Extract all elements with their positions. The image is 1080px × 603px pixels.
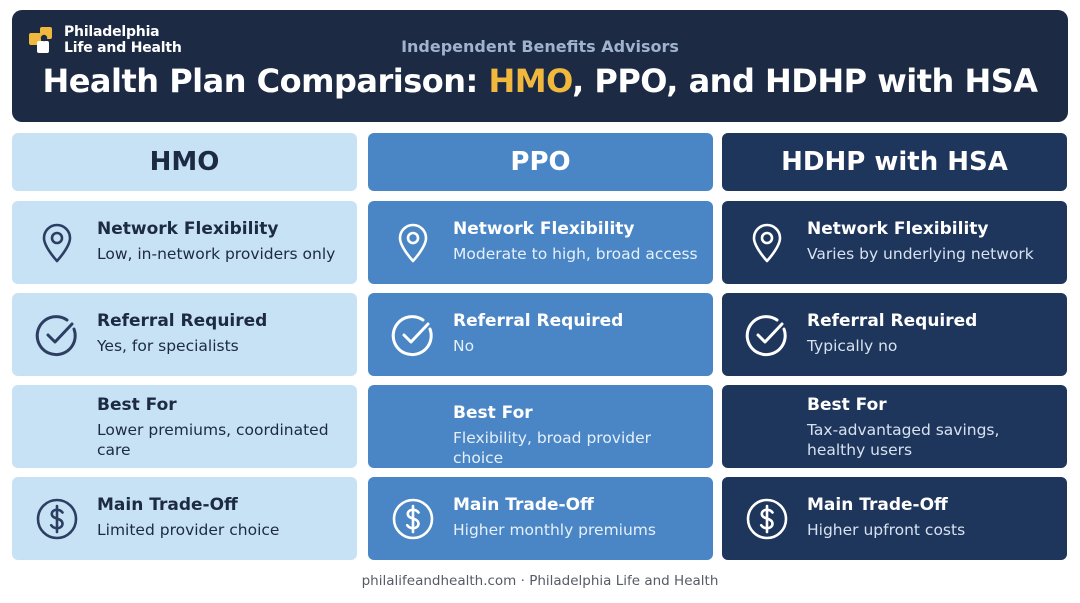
card-title: Network Flexibility xyxy=(453,219,635,239)
card-text: Low, in-network providers only xyxy=(97,245,336,263)
hmo-network-card: Network Flexibility Low, in-network prov… xyxy=(12,201,357,284)
hdhp-tradeoff-card: Main Trade-Off Higher upfront costs xyxy=(722,477,1067,560)
logo-line-2: Life and Health xyxy=(64,40,182,56)
logo-icon xyxy=(29,27,52,53)
check-circle-icon xyxy=(34,312,80,358)
column-header-hmo: HMO xyxy=(12,133,357,191)
ppo-referral-card: Referral Required No xyxy=(368,293,713,376)
card-text: Higher upfront costs xyxy=(807,521,966,539)
ppo-best-for-card: Best For Flexibility, broad provider cho… xyxy=(368,385,713,468)
hdhp-referral-card: Referral Required Typically no xyxy=(722,293,1067,376)
check-circle-icon xyxy=(744,312,790,358)
page-title: Health Plan Comparison: HMO, PPO, and HD… xyxy=(12,62,1068,100)
title-suffix: , PPO, and HDHP with HSA xyxy=(572,62,1038,100)
hdhp-network-card: Network Flexibility Varies by underlying… xyxy=(722,201,1067,284)
brand-logo[interactable]: Philadelphia Life and Health xyxy=(26,24,182,56)
logo-text: Philadelphia Life and Health xyxy=(64,24,182,56)
hmo-best-for-card: Best For Lower premiums, coordinated car… xyxy=(12,385,357,468)
card-text: Higher monthly premiums xyxy=(453,521,656,539)
card-text: Typically no xyxy=(807,337,898,355)
hmo-referral-card: Referral Required Yes, for specialists xyxy=(12,293,357,376)
footer-credit[interactable]: philalifeandhealth.com · Philadelphia Li… xyxy=(361,573,719,589)
title-prefix: Health Plan Comparison: xyxy=(42,62,489,100)
card-title: Referral Required xyxy=(97,311,268,331)
column-header-hdhp: HDHP with HSA xyxy=(722,133,1067,191)
dollar-circle-icon xyxy=(744,496,790,542)
column-header-ppo: PPO xyxy=(368,133,713,191)
card-title: Best For xyxy=(807,395,887,415)
header-banner: Philadelphia Life and Health Independent… xyxy=(12,10,1068,122)
location-pin-icon xyxy=(390,220,436,266)
location-pin-icon xyxy=(744,220,790,266)
card-title: Best For xyxy=(453,403,533,423)
logo-line-1: Philadelphia xyxy=(64,24,160,40)
card-text: Varies by underlying network xyxy=(807,245,1034,263)
card-text: Limited provider choice xyxy=(97,521,280,539)
ppo-tradeoff-card: Main Trade-Off Higher monthly premiums xyxy=(368,477,713,560)
card-title: Main Trade-Off xyxy=(453,495,594,515)
card-text: Flexibility, broad provider choice xyxy=(453,429,652,467)
card-title: Referral Required xyxy=(807,311,978,331)
title-highlight: HMO xyxy=(488,62,573,100)
card-text: Yes, for specialists xyxy=(97,337,239,355)
hmo-tradeoff-card: Main Trade-Off Limited provider choice xyxy=(12,477,357,560)
card-text: Lower premiums, coordinated care xyxy=(97,421,329,459)
card-text: No xyxy=(453,337,475,355)
hdhp-best-for-card: Best For Tax-advantaged savings, healthy… xyxy=(722,385,1067,468)
location-pin-icon xyxy=(34,220,80,266)
check-circle-icon xyxy=(390,312,436,358)
card-title: Main Trade-Off xyxy=(97,495,238,515)
ppo-network-card: Network Flexibility Moderate to high, br… xyxy=(368,201,713,284)
card-title: Network Flexibility xyxy=(807,219,989,239)
page-subtitle: Independent Benefits Advisors xyxy=(401,37,679,56)
card-title: Network Flexibility xyxy=(97,219,279,239)
card-text: Moderate to high, broad access xyxy=(453,245,698,263)
dollar-circle-icon xyxy=(34,496,80,542)
dollar-circle-icon xyxy=(390,496,436,542)
card-title: Best For xyxy=(97,395,177,415)
card-title: Main Trade-Off xyxy=(807,495,948,515)
card-text: Tax-advantaged savings, healthy users xyxy=(807,421,1000,459)
card-title: Referral Required xyxy=(453,311,624,331)
